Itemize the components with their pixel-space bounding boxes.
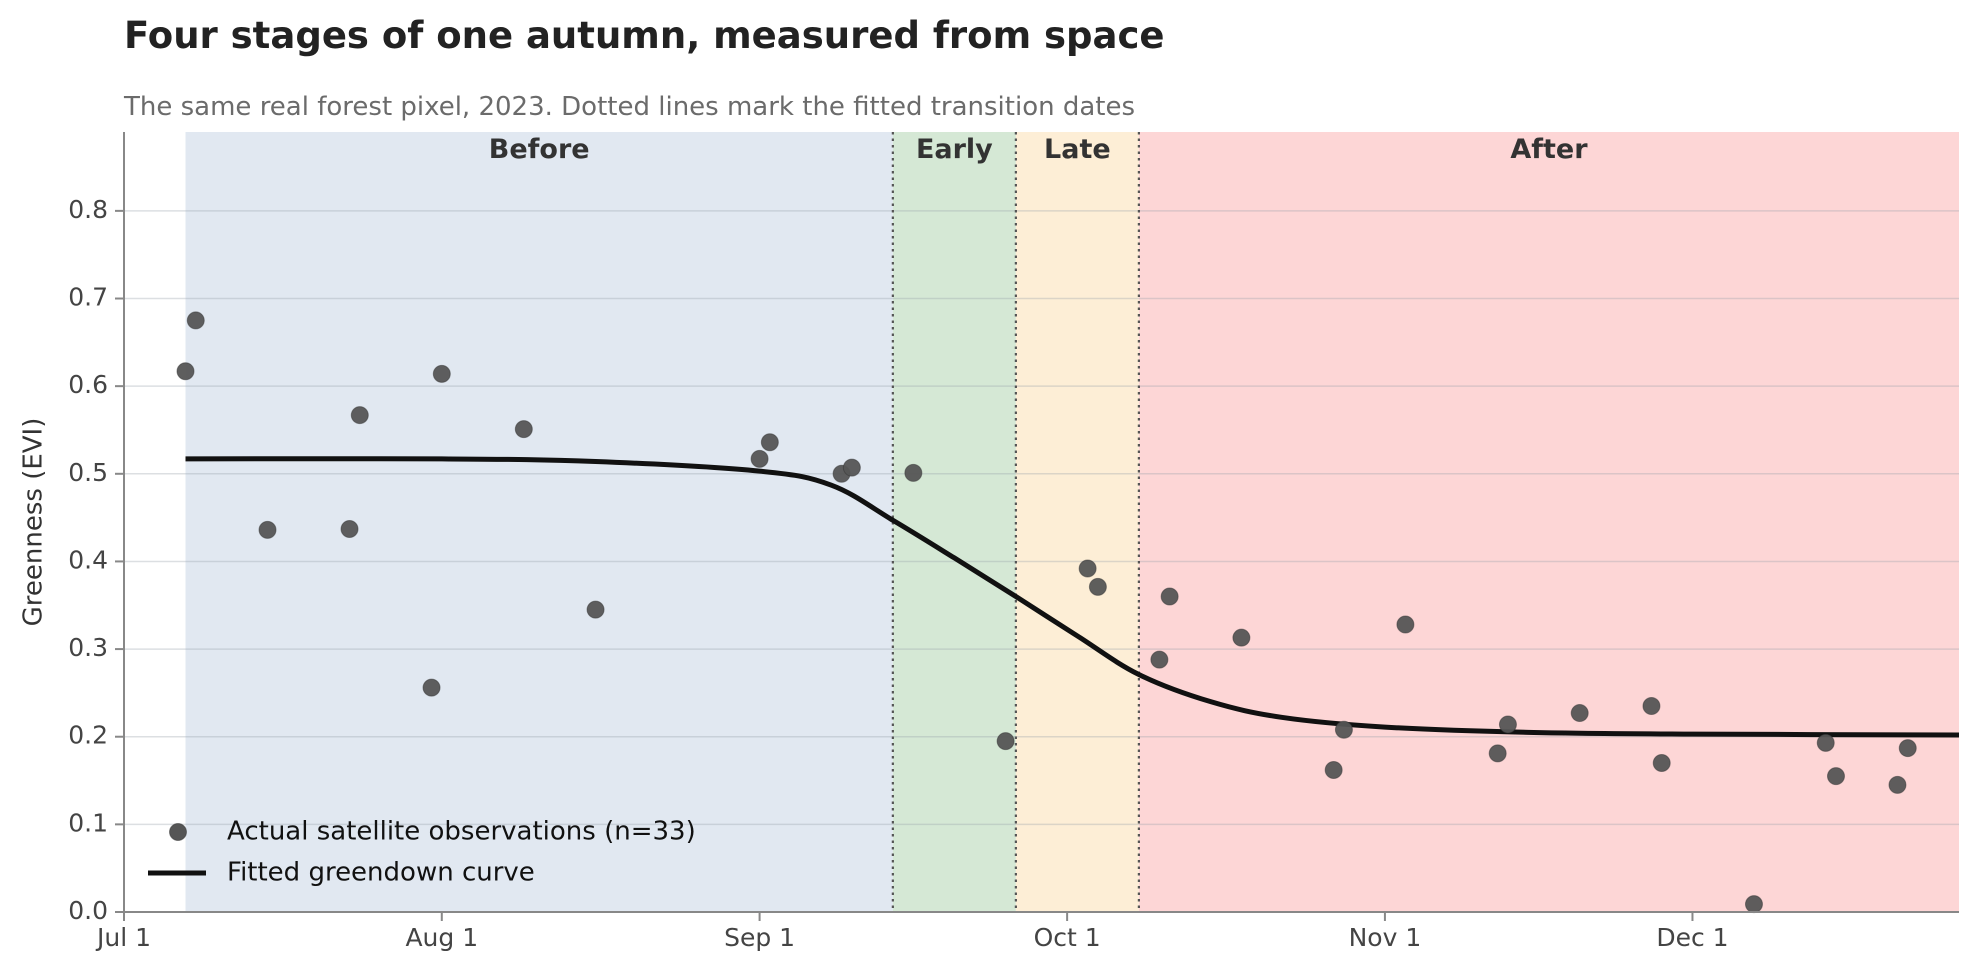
stage-labels: Before Early Late After — [489, 134, 1588, 165]
stage-bands — [185, 132, 1959, 912]
legend-marker-observations — [169, 823, 187, 841]
observation-point — [904, 463, 923, 482]
observation-point — [842, 458, 861, 477]
observation-point — [1816, 733, 1835, 752]
observation-point — [186, 311, 205, 330]
stage-label-early: Early — [916, 134, 993, 165]
chart-subtitle: The same real forest pixel, 2023. Dotted… — [124, 92, 1136, 122]
observation-point — [1078, 559, 1097, 578]
observation-point — [996, 732, 1015, 751]
observation-point — [1488, 744, 1507, 763]
y-tick-label: 0.5 — [68, 458, 108, 487]
legend-label-observations: Actual satellite observations (n=33) — [227, 817, 696, 847]
stage-band-early — [892, 132, 1016, 912]
observation-point — [750, 449, 769, 468]
observation-point — [258, 520, 277, 539]
observation-point — [1498, 715, 1517, 734]
y-tick-label: 0.3 — [68, 633, 108, 662]
observation-point — [1826, 767, 1845, 786]
x-tick-label: Oct 1 — [1034, 923, 1101, 952]
stage-label-after: After — [1510, 134, 1588, 165]
y-tick-label: 0.0 — [68, 896, 108, 925]
y-tick-label: 0.7 — [68, 283, 108, 312]
stage-label-late: Late — [1044, 134, 1111, 165]
observation-point — [760, 433, 779, 452]
x-tick-label: Aug 1 — [405, 923, 478, 952]
chart-title: Four stages of one autumn, measured from… — [124, 14, 1165, 57]
observation-point — [1642, 697, 1661, 716]
observation-point — [514, 420, 533, 439]
observation-point — [1232, 628, 1251, 647]
grid-lines — [124, 210, 1959, 826]
x-tick-label: Jul 1 — [95, 923, 151, 952]
axes: 0.0 0.1 0.2 0.3 0.4 0.5 0.6 0.7 0.8 Jul 1 Aug 1 Sep… — [68, 132, 1959, 952]
y-tick-label: 0.2 — [68, 721, 108, 750]
stage-band-before — [185, 132, 893, 912]
fitted-curve — [185, 456, 1960, 738]
observation-point — [1150, 650, 1169, 669]
x-tick-label: Nov 1 — [1349, 923, 1422, 952]
observation-point — [350, 406, 369, 425]
observation-point — [1744, 895, 1763, 914]
observation-point — [1652, 754, 1671, 773]
y-tick-label: 0.8 — [68, 195, 108, 224]
fitted-curve-line — [185, 456, 1960, 738]
stage-label-before: Before — [489, 134, 590, 165]
observation-point — [432, 364, 451, 383]
y-tick-label: 0.6 — [68, 370, 108, 399]
observation-point — [176, 362, 195, 381]
stage-band-late — [1015, 132, 1139, 912]
observation-point — [586, 600, 605, 619]
observation-points — [176, 311, 1917, 914]
observation-point — [1088, 577, 1107, 596]
observation-point — [1334, 720, 1353, 739]
observation-point — [1160, 587, 1179, 606]
observation-point — [340, 520, 359, 539]
y-tick-label: 0.1 — [68, 808, 108, 837]
legend: Actual satellite observations (n=33) Fitt… — [148, 817, 696, 888]
x-tick-label: Dec 1 — [1656, 923, 1728, 952]
observation-point — [1396, 615, 1415, 634]
observation-point — [422, 678, 441, 697]
observation-point — [1324, 761, 1343, 780]
legend-label-curve: Fitted greendown curve — [227, 858, 535, 888]
observation-point — [1570, 704, 1589, 723]
observation-point — [1888, 775, 1907, 794]
observation-point — [1898, 739, 1917, 758]
stage-band-after — [1138, 132, 1959, 912]
y-axis-label: Greenness (EVI) — [19, 418, 49, 627]
y-tick-label: 0.4 — [68, 545, 108, 574]
x-tick-label: Sep 1 — [724, 923, 795, 952]
